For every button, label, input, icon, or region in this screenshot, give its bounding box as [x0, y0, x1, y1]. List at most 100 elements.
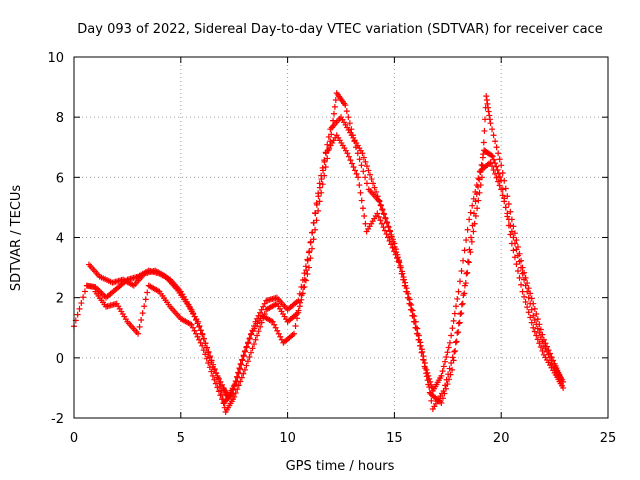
- data-point: [492, 138, 499, 145]
- data-point: [304, 257, 311, 264]
- chart-title: Day 093 of 2022, Sidereal Day-to-day VTE…: [77, 22, 602, 37]
- data-point: [516, 274, 523, 281]
- data-point: [371, 184, 378, 191]
- data-point: [505, 222, 512, 229]
- y-tick-label: 0: [56, 352, 64, 367]
- data-point: [352, 144, 359, 151]
- data-point: [227, 392, 234, 399]
- data-point: [415, 336, 422, 343]
- data-point: [398, 270, 405, 277]
- data-point: [214, 374, 221, 381]
- data-point: [480, 139, 487, 146]
- data-point: [510, 247, 517, 254]
- data-point: [518, 257, 525, 264]
- data-point: [493, 144, 500, 151]
- data-point: [439, 395, 446, 402]
- data-point: [490, 156, 497, 163]
- data-point: [457, 310, 464, 317]
- data-point: [345, 114, 352, 121]
- data-point: [233, 373, 240, 380]
- data-point: [190, 324, 197, 331]
- data-point: [209, 372, 216, 379]
- data-point: [483, 93, 490, 100]
- data-point: [142, 296, 149, 303]
- data-point: [453, 303, 460, 310]
- y-tick-label: -2: [51, 412, 64, 427]
- data-point: [352, 167, 359, 174]
- data-point: [504, 193, 511, 200]
- data-point: [353, 170, 360, 177]
- data-point: [363, 180, 370, 187]
- data-point: [389, 244, 396, 251]
- data-point: [404, 294, 411, 301]
- data-point: [467, 209, 474, 216]
- data-point: [513, 237, 520, 244]
- data-point: [510, 234, 517, 241]
- data-point: [530, 300, 537, 307]
- data-point: [355, 174, 362, 181]
- data-point: [502, 185, 509, 192]
- data-point: [455, 329, 462, 336]
- data-point: [528, 295, 535, 302]
- data-point: [381, 211, 388, 218]
- data-point: [81, 288, 88, 295]
- data-point: [376, 198, 383, 205]
- data-point: [241, 366, 248, 373]
- data-point: [477, 182, 484, 189]
- data-point: [243, 343, 250, 350]
- data-point: [533, 332, 540, 339]
- data-point: [560, 384, 567, 391]
- data-point: [74, 311, 81, 318]
- data-point: [476, 189, 483, 196]
- data-point: [257, 323, 264, 330]
- data-point: [306, 248, 313, 255]
- data-point: [377, 202, 384, 209]
- data-point: [536, 340, 543, 347]
- data-point: [469, 202, 476, 209]
- data-point: [240, 352, 247, 359]
- data-point: [528, 319, 535, 326]
- data-point: [461, 247, 468, 254]
- data-point: [483, 96, 490, 103]
- data-point: [474, 205, 481, 212]
- data-point: [419, 348, 426, 355]
- data-point: [211, 366, 218, 373]
- data-point: [199, 342, 206, 349]
- data-point: [450, 317, 457, 324]
- data-point: [385, 224, 392, 231]
- data-point: [531, 305, 538, 312]
- data-point: [547, 350, 554, 357]
- data-point: [534, 336, 541, 343]
- data-point: [473, 191, 480, 198]
- data-point: [507, 208, 514, 215]
- data-point: [455, 320, 462, 327]
- data-point: [537, 344, 544, 351]
- data-point: [319, 167, 326, 174]
- data-point: [524, 304, 531, 311]
- data-point: [301, 270, 308, 277]
- data-point: [342, 102, 349, 109]
- data-point: [490, 132, 497, 139]
- data-point: [537, 326, 544, 333]
- data-point: [539, 347, 546, 354]
- data-point: [455, 288, 462, 295]
- data-point: [244, 358, 251, 365]
- data-point: [365, 167, 372, 174]
- data-point: [358, 197, 365, 204]
- data-markers: [71, 90, 567, 415]
- data-point: [254, 332, 261, 339]
- data-point: [493, 174, 500, 181]
- data-point: [357, 189, 364, 196]
- data-point: [354, 150, 361, 157]
- data-point: [318, 176, 325, 183]
- data-point: [471, 220, 478, 227]
- data-point: [392, 251, 399, 258]
- data-point: [417, 342, 424, 349]
- data-point: [302, 277, 309, 284]
- data-point: [272, 324, 279, 331]
- data-point: [261, 300, 268, 307]
- data-point: [194, 318, 201, 325]
- data-point: [319, 181, 326, 188]
- data-point: [141, 303, 148, 310]
- data-point: [191, 327, 198, 334]
